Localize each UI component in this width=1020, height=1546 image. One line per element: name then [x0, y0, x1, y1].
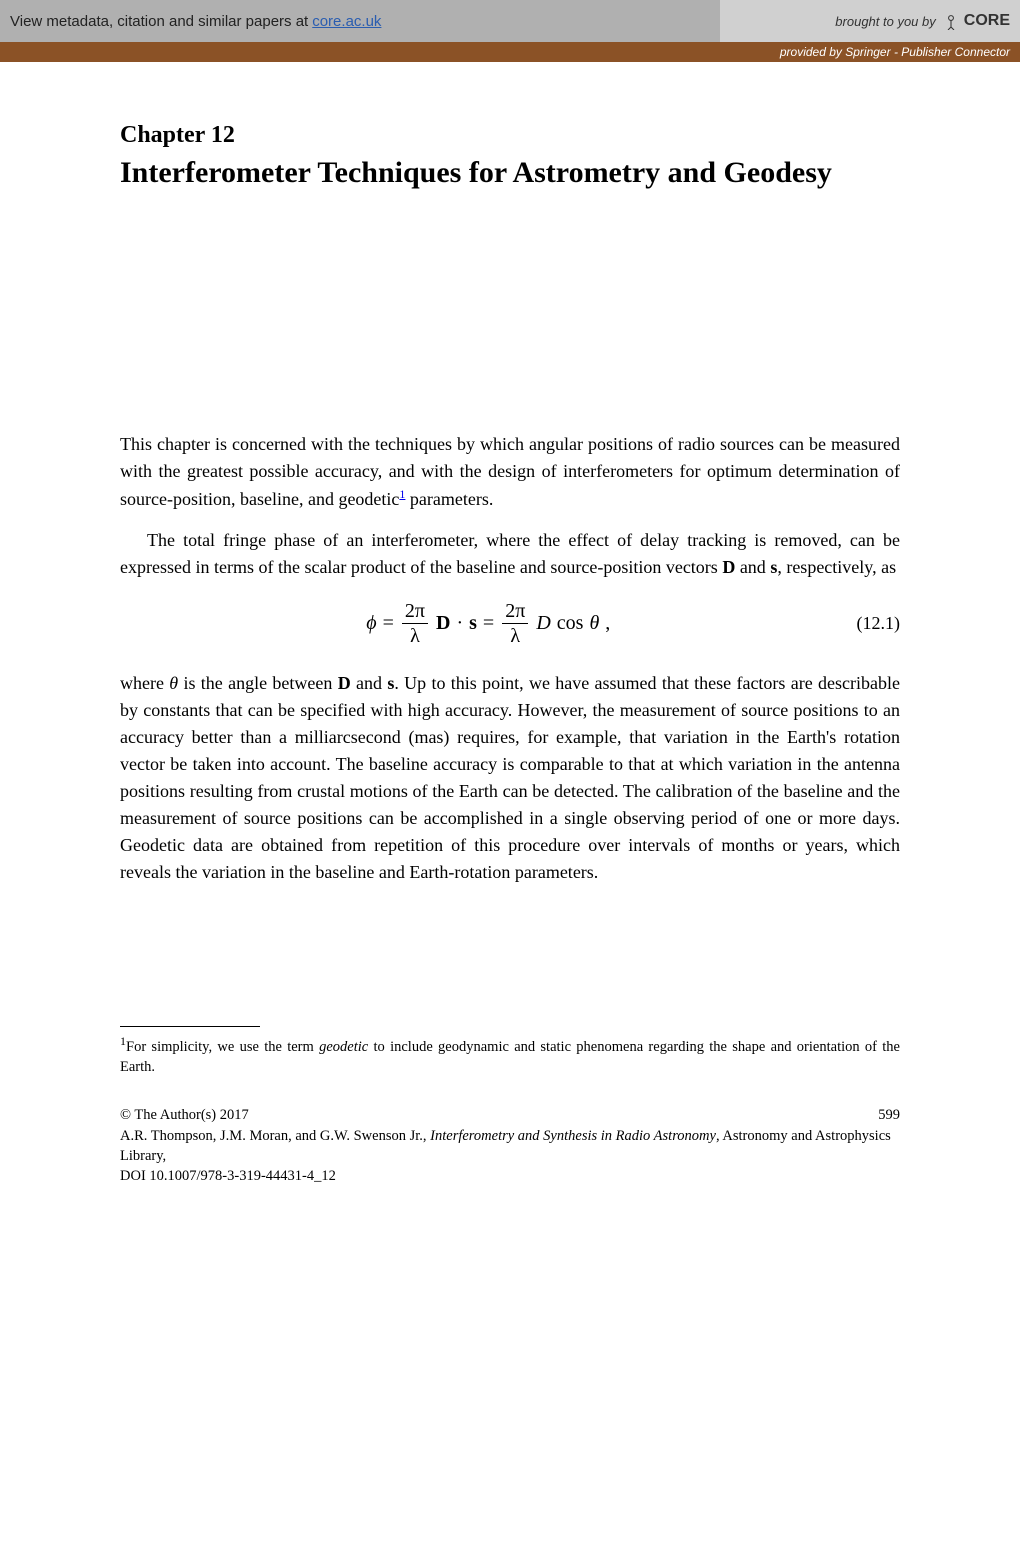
page-number: 599	[878, 1105, 900, 1125]
copyright-block: © The Author(s) 2017 599 A.R. Thompson, …	[120, 1105, 900, 1186]
core-label: CORE	[964, 12, 1010, 30]
p3-text-b: is the angle between	[178, 673, 338, 693]
paragraph-1: This chapter is concerned with the techn…	[120, 431, 900, 513]
eq-frac-1: 2π λ	[402, 601, 428, 646]
eq-num-1: 2π	[402, 601, 428, 624]
vector-D: D	[722, 557, 735, 577]
paragraph-3: where θ is the angle between D and s. Up…	[120, 670, 900, 886]
copyright-2-em: Interferometry and Synthesis in Radio As…	[430, 1128, 716, 1144]
copyright-line-1: © The Author(s) 2017	[120, 1105, 249, 1125]
footnote-1: 1For simplicity, we use the term geodeti…	[120, 1033, 900, 1077]
core-link[interactable]: core.ac.uk	[312, 13, 381, 30]
core-icon	[942, 12, 960, 30]
equation-number: (12.1)	[857, 613, 901, 634]
chapter-title: Interferometer Techniques for Astrometry…	[120, 155, 900, 191]
copyright-line-2: A.R. Thompson, J.M. Moran, and G.W. Swen…	[120, 1126, 900, 1167]
footnote-rule	[120, 1026, 260, 1027]
p2-text-b: and	[735, 557, 770, 577]
p3-text-c: and	[351, 673, 388, 693]
p2-text-c: , respectively, as	[777, 557, 896, 577]
theta-inline: θ	[169, 673, 178, 693]
core-logo[interactable]: CORE	[942, 12, 1010, 30]
eq-D-vec: D	[436, 612, 450, 635]
eq-cos: cos	[557, 612, 584, 635]
eq-equals-1: =	[383, 612, 394, 635]
eq-s-vec: s	[469, 612, 477, 635]
eq-den-1: λ	[407, 624, 423, 646]
equation-12-1: ϕ = 2π λ D · s = 2π λ D cos θ , (12.1)	[120, 601, 900, 646]
copyright-row-1: © The Author(s) 2017 599	[120, 1105, 900, 1125]
vector-D-inline: D	[338, 673, 351, 693]
core-banner-right: brought to you by CORE	[720, 0, 1020, 42]
core-banner: View metadata, citation and similar pape…	[0, 0, 1020, 42]
chapter-label: Chapter 12	[120, 122, 900, 149]
copyright-line-3: DOI 10.1007/978-3-319-44431-4_12	[120, 1166, 900, 1186]
p1-text-b: parameters.	[405, 489, 493, 509]
eq-num-2: 2π	[502, 601, 528, 624]
eq-equals-2: =	[483, 612, 494, 635]
core-banner-left: View metadata, citation and similar pape…	[0, 0, 720, 42]
provided-text: provided by Springer - Publisher Connect…	[780, 45, 1010, 59]
paragraph-2: The total fringe phase of an interferome…	[120, 527, 900, 581]
eq-D-scalar: D	[536, 612, 550, 635]
eq-dot: ·	[456, 612, 463, 635]
p3-text-d: . Up to this point, we have assumed that…	[120, 673, 900, 882]
eq-theta: θ	[589, 612, 599, 635]
eq-phi: ϕ	[366, 612, 376, 635]
eq-comma: ,	[605, 612, 610, 635]
page-content: Chapter 12 Interferometer Techniques for…	[0, 62, 1020, 1462]
footnote-text-a: For simplicity, we use the term	[126, 1039, 319, 1055]
p3-text-a: where	[120, 673, 169, 693]
eq-den-2: λ	[507, 624, 523, 646]
provided-bar: provided by Springer - Publisher Connect…	[0, 42, 1020, 62]
eq-frac-2: 2π λ	[502, 601, 528, 646]
copyright-2a: A.R. Thompson, J.M. Moran, and G.W. Swen…	[120, 1128, 430, 1144]
p1-text-a: This chapter is concerned with the techn…	[120, 434, 900, 509]
equation-body: ϕ = 2π λ D · s = 2π λ D cos θ ,	[366, 601, 610, 646]
view-metadata-text: View metadata, citation and similar pape…	[10, 13, 308, 30]
footnote-em: geodetic	[319, 1039, 368, 1055]
brought-by-text: brought to you by	[835, 14, 935, 29]
